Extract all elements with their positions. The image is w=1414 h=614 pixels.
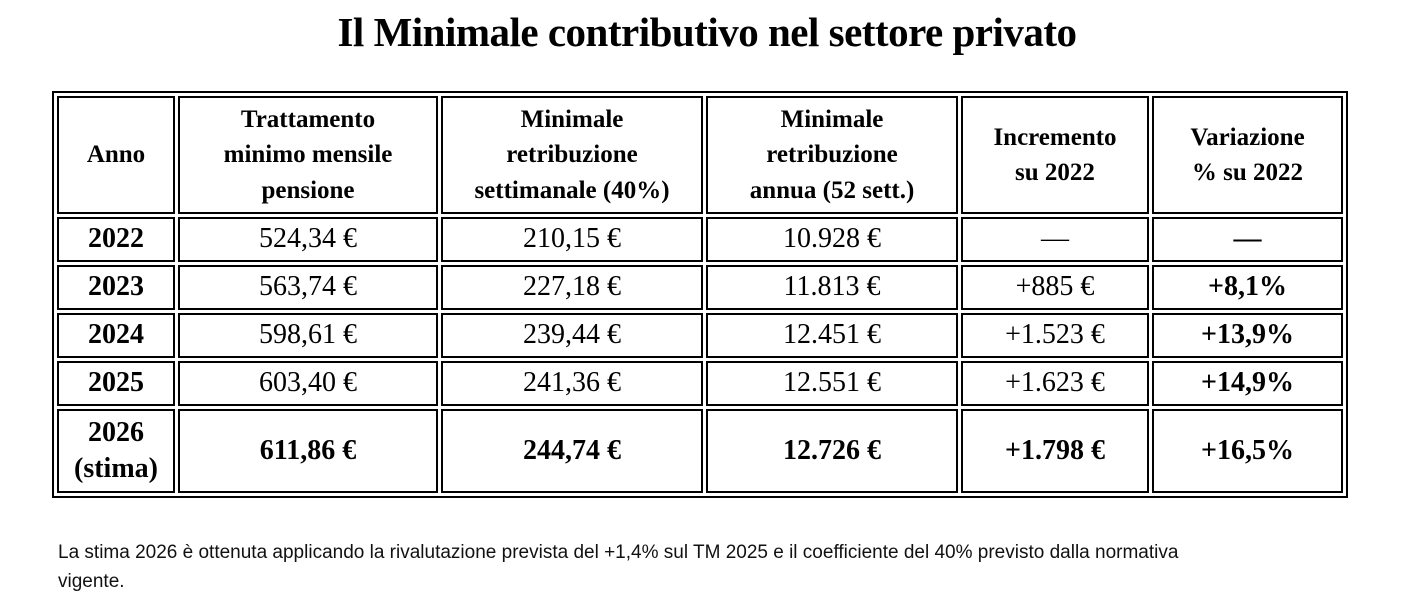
cell-incremento: +885 €	[961, 265, 1149, 310]
column-header-anno: Anno	[57, 96, 175, 214]
column-header-minimale-settimanale: Minimale retribuzione settimanale (40%)	[441, 96, 703, 214]
cell-trattamento-minimo: 563,74 €	[178, 265, 438, 310]
table-row-2022: 2022 524,34 € 210,15 € 10.928 € — —	[57, 217, 1343, 262]
column-header-variazione: Variazione % su 2022	[1152, 96, 1343, 214]
table-row-2026-stima: 2026 (stima) 611,86 € 244,74 € 12.726 € …	[57, 409, 1343, 493]
cell-minimale-annua: 11.813 €	[706, 265, 958, 310]
cell-variazione: +16,5%	[1152, 409, 1343, 493]
cell-incremento: +1.523 €	[961, 313, 1149, 358]
cell-minimale-settimanale: 244,74 €	[441, 409, 703, 493]
cell-anno: 2024	[57, 313, 175, 358]
cell-incremento: +1.798 €	[961, 409, 1149, 493]
contribution-minimums-table: Anno Trattamento minimo mensile pensione…	[52, 91, 1348, 498]
column-header-trattamento-minimo: Trattamento minimo mensile pensione	[178, 96, 438, 214]
cell-anno: 2023	[57, 265, 175, 310]
cell-trattamento-minimo: 598,61 €	[178, 313, 438, 358]
cell-anno: 2025	[57, 361, 175, 406]
cell-minimale-settimanale: 241,36 €	[441, 361, 703, 406]
cell-incremento: +1.623 €	[961, 361, 1149, 406]
cell-incremento: —	[961, 217, 1149, 262]
cell-minimale-annua: 12.551 €	[706, 361, 958, 406]
table-row-2025: 2025 603,40 € 241,36 € 12.551 € +1.623 €…	[57, 361, 1343, 406]
column-header-incremento: Incremento su 2022	[961, 96, 1149, 214]
cell-trattamento-minimo: 603,40 €	[178, 361, 438, 406]
cell-variazione: +13,9%	[1152, 313, 1343, 358]
cell-variazione: +8,1%	[1152, 265, 1343, 310]
cell-trattamento-minimo: 611,86 €	[178, 409, 438, 493]
cell-anno: 2026 (stima)	[57, 409, 175, 493]
cell-minimale-annua: 10.928 €	[706, 217, 958, 262]
cell-anno: 2022	[57, 217, 175, 262]
table-row-2023: 2023 563,74 € 227,18 € 11.813 € +885 € +…	[57, 265, 1343, 310]
column-header-minimale-annua: Minimale retribuzione annua (52 sett.)	[706, 96, 958, 214]
cell-minimale-settimanale: 210,15 €	[441, 217, 703, 262]
table-header: Anno Trattamento minimo mensile pensione…	[57, 96, 1343, 214]
cell-minimale-settimanale: 227,18 €	[441, 265, 703, 310]
cell-trattamento-minimo: 524,34 €	[178, 217, 438, 262]
table-row-2024: 2024 598,61 € 239,44 € 12.451 € +1.523 €…	[57, 313, 1343, 358]
footnote-text: La stima 2026 è ottenuta applicando la r…	[58, 542, 1179, 593]
page-title: Il Minimale contributivo nel settore pri…	[337, 9, 1077, 55]
cell-variazione: +14,9%	[1152, 361, 1343, 406]
cell-variazione: —	[1152, 217, 1343, 262]
cell-minimale-settimanale: 239,44 €	[441, 313, 703, 358]
header-row: Anno Trattamento minimo mensile pensione…	[57, 96, 1343, 214]
cell-minimale-annua: 12.451 €	[706, 313, 958, 358]
table-body: 2022 524,34 € 210,15 € 10.928 € — — 2023…	[57, 217, 1343, 493]
cell-minimale-annua: 12.726 €	[706, 409, 958, 493]
